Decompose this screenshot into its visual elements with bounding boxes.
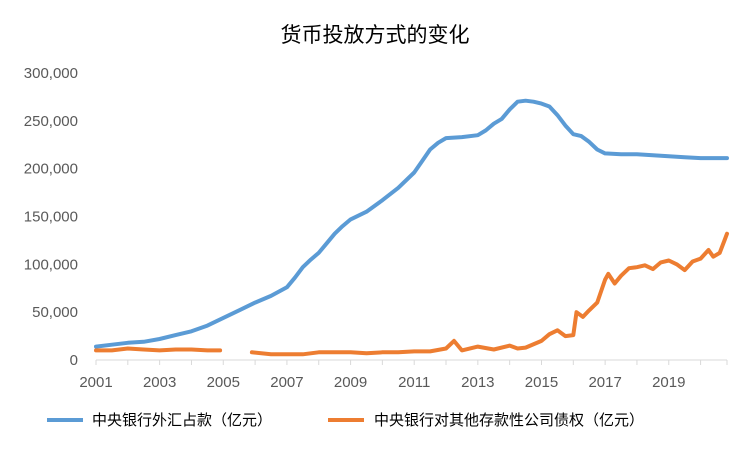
y-tick-label: 100,000 <box>24 256 78 273</box>
legend-label: 中央银行外汇占款（亿元） <box>92 411 272 429</box>
x-tick-label: 2003 <box>143 374 176 391</box>
legend-label: 中央银行对其他存款性公司债权（亿元） <box>374 411 644 429</box>
x-tick-label: 2001 <box>79 374 112 391</box>
y-tick-label: 200,000 <box>24 161 78 178</box>
x-tick-label: 2007 <box>270 374 303 391</box>
y-tick-label: 150,000 <box>24 209 78 226</box>
x-tick-label: 2019 <box>652 374 685 391</box>
y-tick-label: 250,000 <box>24 113 78 130</box>
x-tick-label: 2015 <box>525 374 558 391</box>
x-tick-label: 2013 <box>461 374 494 391</box>
y-tick-label: 50,000 <box>32 304 78 321</box>
x-tick-label: 2011 <box>398 374 430 391</box>
series-line-claims-on-banks-1 <box>94 346 223 353</box>
y-tick-label: 300,000 <box>24 65 78 82</box>
x-tick-label: 2017 <box>588 374 621 391</box>
series-line-claims-on-banks-2 <box>249 231 729 357</box>
x-tick-label: 2005 <box>207 374 240 391</box>
x-tick-label: 2009 <box>334 374 367 391</box>
series-line-fx-reserves <box>94 98 729 349</box>
y-tick-label: 0 <box>70 352 78 369</box>
chart-title: 货币投放方式的变化 <box>281 23 470 47</box>
